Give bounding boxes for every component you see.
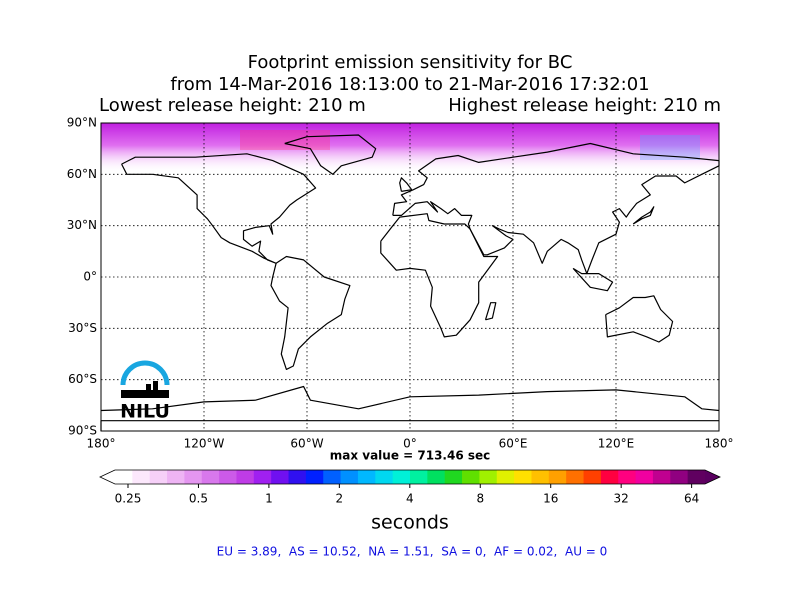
coastline [284, 134, 377, 175]
colorbar-swatch [184, 470, 203, 484]
logo-skyline [121, 390, 169, 398]
colorbar: 0.25 0.5 1 2 4 8 16 32 64 [99, 469, 721, 506]
coastline [100, 420, 719, 431]
lon-tick-label: 60°W [290, 437, 323, 451]
colorbar-swatch [514, 470, 532, 484]
colorbar-outline [99, 469, 721, 485]
colorbar-swatch [132, 470, 151, 484]
lat-tick-label: 0° [83, 270, 97, 284]
colorbar-label: seconds [371, 512, 449, 534]
colorbar-swatch [357, 470, 376, 484]
colorbar-tick-label: 16 [543, 492, 558, 506]
coastline [380, 213, 499, 338]
colorbar-swatch [531, 470, 550, 484]
logo-skyline [146, 384, 151, 392]
colorbar-swatch [479, 470, 498, 484]
footprint-hotspot [240, 130, 330, 150]
logo-arc [120, 360, 170, 386]
colorbar-swatch [462, 470, 480, 484]
colorbar-tick-label: 8 [476, 492, 484, 506]
colorbar-swatch [253, 470, 272, 484]
colorbar-swatch [115, 470, 133, 484]
region-totals: EU = 3.89, AS = 10.52, NA = 1.51, SA = 0… [217, 545, 608, 559]
lon-tick-label: 120°W [184, 437, 225, 451]
colorbar-swatch [427, 470, 446, 484]
max-value: max value = 713.46 sec [330, 449, 491, 463]
coastline [484, 302, 497, 321]
colorbar-swatch [618, 470, 636, 484]
release-height: Highest release height: 210 m [448, 95, 721, 116]
colorbar-extend-low [100, 470, 115, 484]
colorbar-tick-label: 32 [614, 492, 629, 506]
title-line: from 14-Mar-2016 18:13:00 to 21-Mar-2016… [170, 74, 649, 95]
colorbar-swatch [375, 470, 394, 484]
colorbar-swatch [305, 470, 324, 484]
lon-tick-label: 180° [87, 437, 116, 451]
lon-tick-label: 60°E [499, 437, 528, 451]
lat-tick-label: 90°S [68, 424, 97, 438]
coastline [399, 177, 413, 192]
colorbar-tick-label: 64 [684, 492, 699, 506]
coastline [572, 267, 614, 292]
lat-tick-label: 30°S [68, 321, 97, 335]
logo-skyline [153, 381, 158, 392]
colorbar-tick-label: 2 [336, 492, 344, 506]
colorbar-swatch [340, 470, 359, 484]
map-frame [100, 122, 720, 432]
colorbar-tick-label: 0.5 [189, 492, 208, 506]
colorbar-tick-label: 1 [265, 492, 273, 506]
lon-tick-label: 180° [705, 437, 734, 451]
colorbar-swatch [410, 470, 428, 484]
coastline [121, 153, 317, 264]
title-line: Footprint emission sensitivity for BC [248, 52, 573, 73]
colorbar-swatch [652, 470, 671, 484]
colorbar-swatch [288, 470, 307, 484]
colorbar-tick-label: 0.25 [115, 492, 142, 506]
colorbar-swatch [444, 470, 463, 484]
colorbar-swatch [635, 470, 654, 484]
coastline [100, 385, 720, 412]
colorbar-swatch [566, 470, 584, 484]
colorbar-swatch [496, 470, 515, 484]
lon-tick-label: 0° [403, 437, 417, 451]
colorbar-swatch [167, 470, 185, 484]
colorbar-swatch [687, 470, 706, 484]
coastline [632, 206, 655, 225]
lon-tick-label: 120°E [598, 437, 635, 451]
coastline [270, 255, 351, 370]
lat-tick-label: 90°N [67, 116, 97, 130]
colorbar-swatch [201, 470, 220, 484]
lat-tick-label: 60°S [68, 372, 97, 386]
lat-tick-label: 30°N [67, 218, 97, 232]
colorbar-swatch [600, 470, 619, 484]
colorbar-swatch [271, 470, 289, 484]
colorbar-tick-label: 4 [406, 492, 414, 506]
colorbar-swatch [236, 470, 255, 484]
logo: NILU [120, 360, 170, 423]
colorbar-swatch [219, 470, 237, 484]
colorbar-swatch [548, 470, 567, 484]
coastline [605, 295, 674, 343]
coastline [392, 142, 720, 275]
release-height: Lowest release height: 210 m [99, 95, 366, 116]
lat-tick-label: 60°N [67, 167, 97, 181]
colorbar-swatch [670, 470, 689, 484]
colorbar-swatch [392, 470, 411, 484]
colorbar-swatch [583, 470, 602, 484]
colorbar-swatch [149, 470, 168, 484]
colorbar-swatch [323, 470, 341, 484]
colorbar-extend-high [705, 470, 720, 484]
logo-text: NILU [120, 401, 170, 423]
